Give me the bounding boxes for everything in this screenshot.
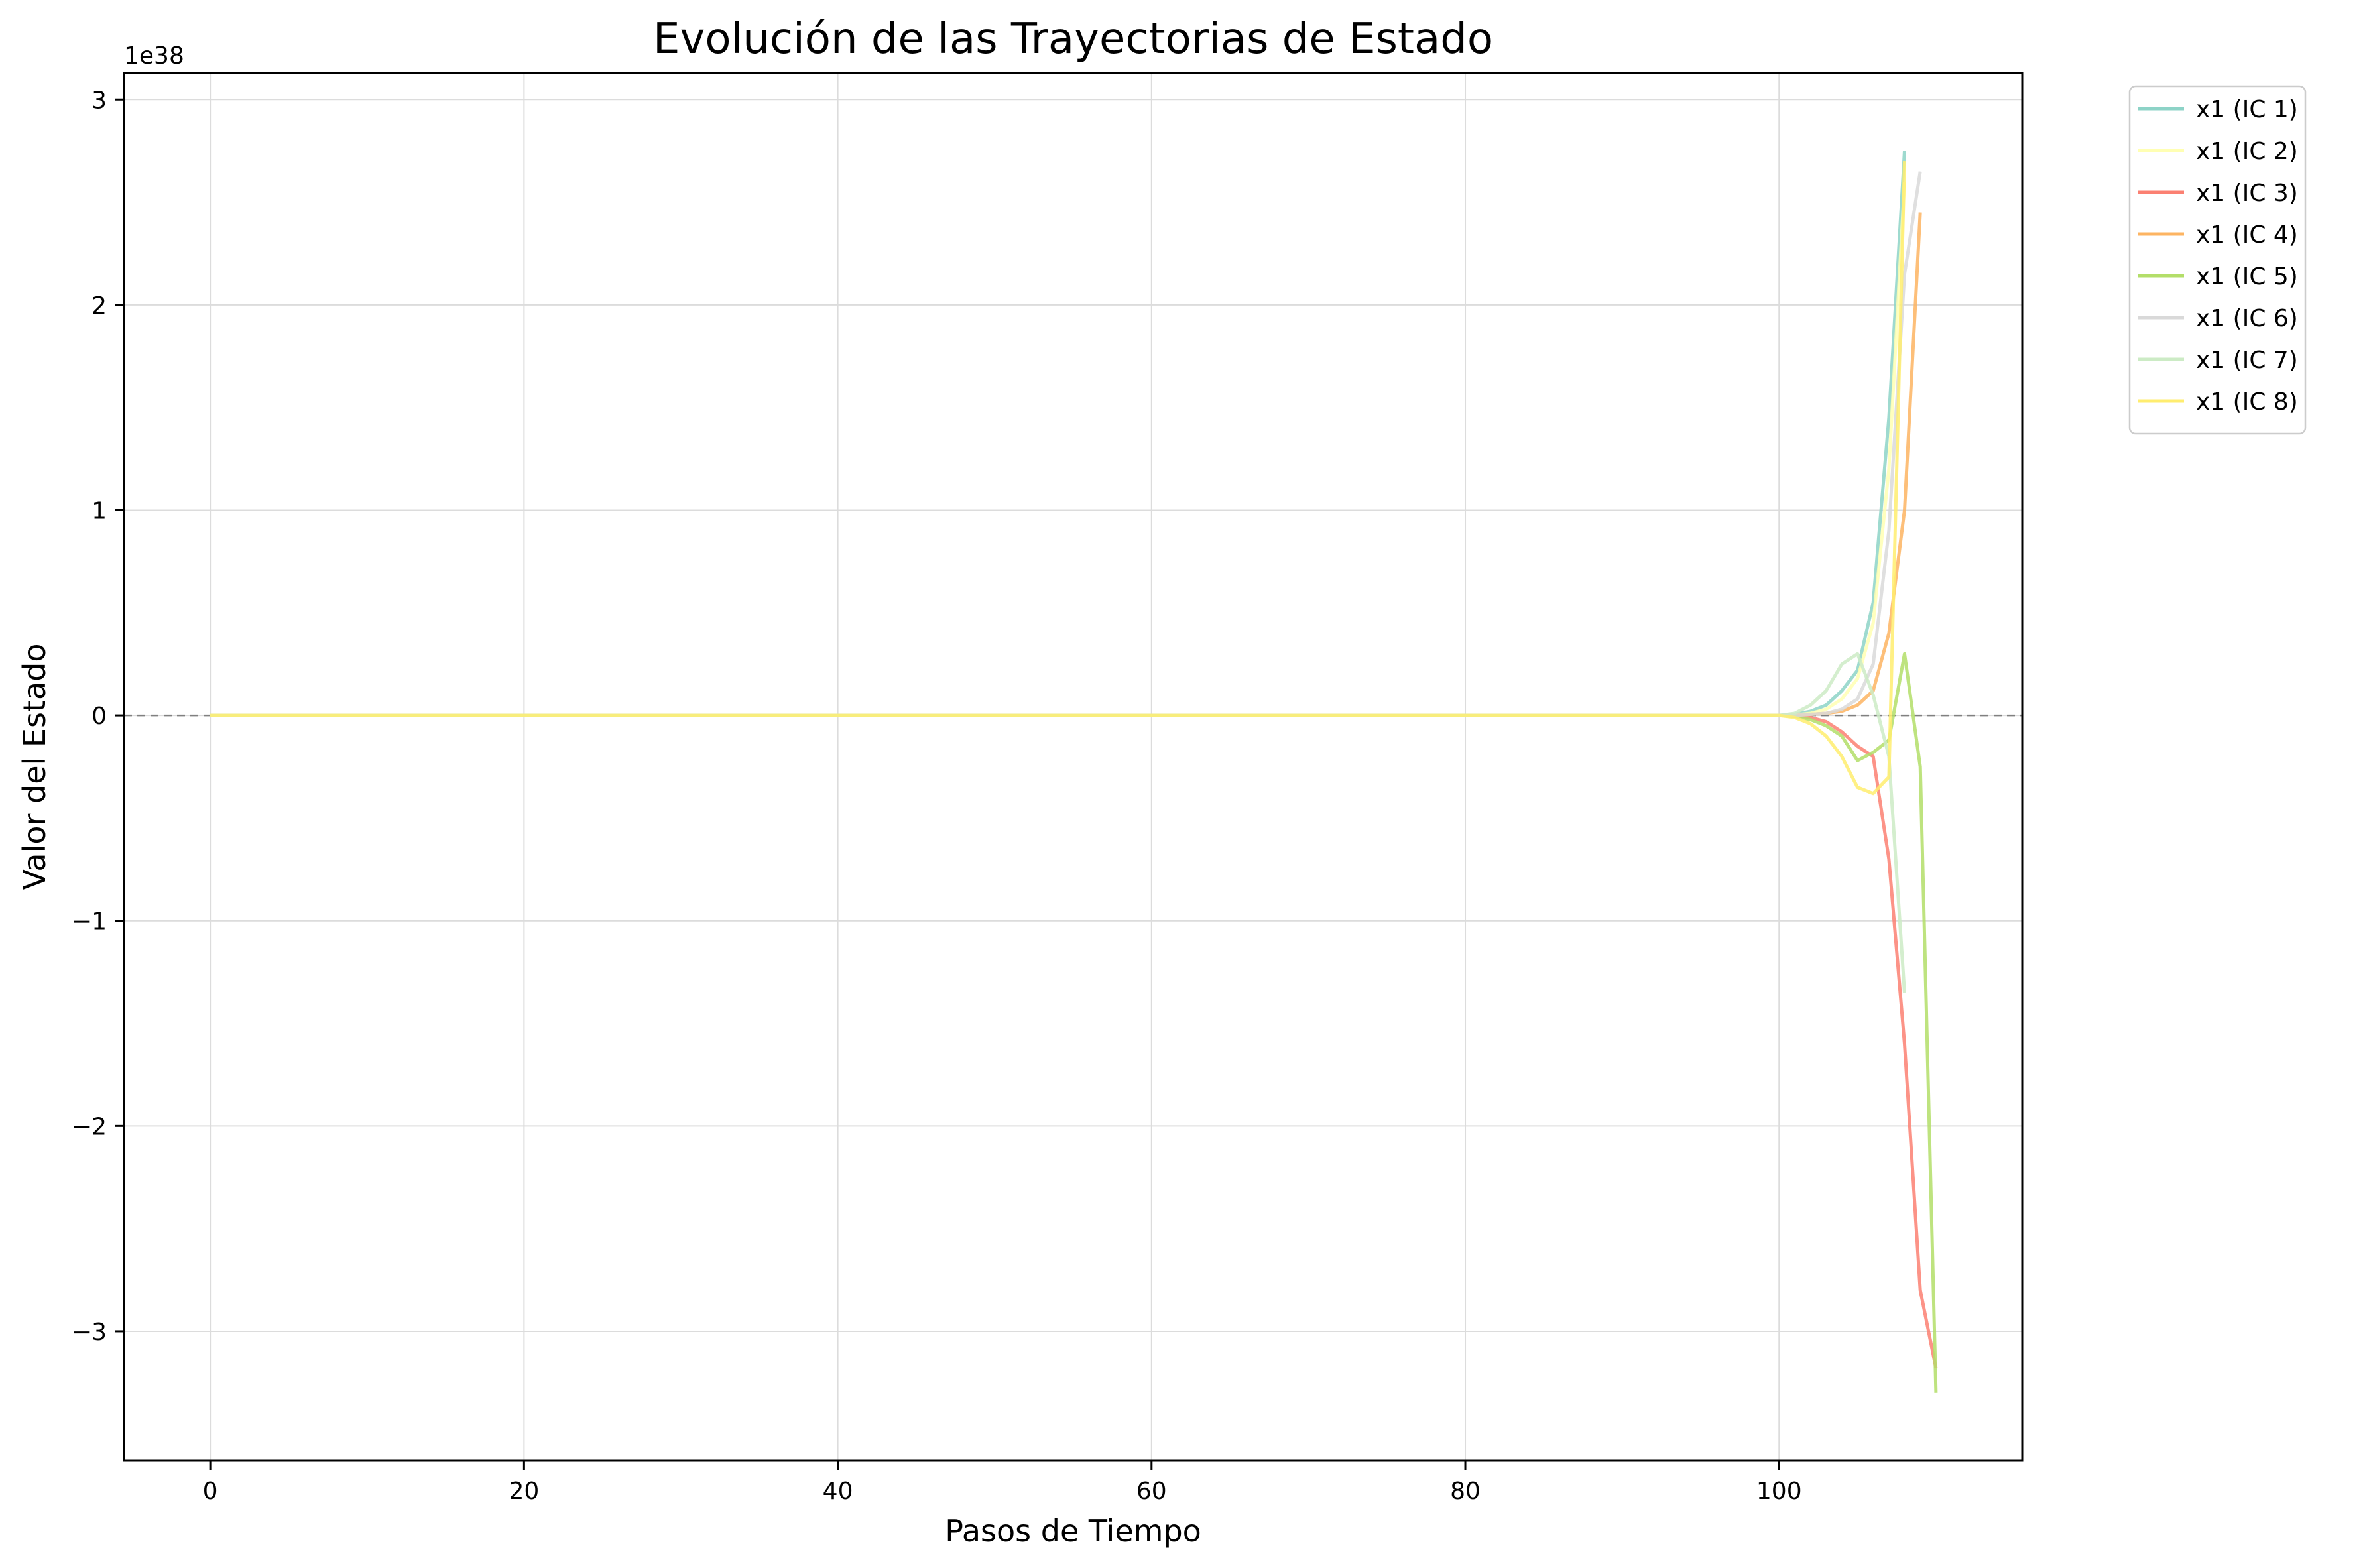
legend-entry-label: x1 (IC 2) <box>2196 138 2298 165</box>
legend-entry-label: x1 (IC 3) <box>2196 180 2298 207</box>
y-tick-label: −1 <box>72 908 107 935</box>
x-tick-label: 40 <box>823 1478 853 1505</box>
y-axis-label: Valor del Estado <box>17 643 52 890</box>
y-tick-label: 0 <box>91 703 107 730</box>
series-line-ic-7 <box>210 652 1906 993</box>
y-tick-label: 2 <box>91 292 107 320</box>
legend: x1 (IC 1) x1 (IC 2) x1 (IC 3) x1 (IC 4) x1 (… <box>2128 85 2307 435</box>
legend-entry-label: x1 (IC 7) <box>2196 347 2298 374</box>
legend-entry-label: x1 (IC 1) <box>2196 96 2298 123</box>
series-lines <box>210 151 1938 1393</box>
y-tick-label: 1 <box>91 497 107 524</box>
x-tick-label: 60 <box>1136 1478 1167 1505</box>
x-tick-label: 0 <box>203 1478 218 1505</box>
y-tick-label: 3 <box>91 87 107 114</box>
legend-box <box>2128 85 2307 435</box>
chart-title: Evolución de las Trayectorias de Estado <box>653 15 1493 64</box>
legend-entry-label: x1 (IC 8) <box>2196 389 2298 416</box>
y-tick-label: −2 <box>72 1113 107 1140</box>
x-tick-label: 80 <box>1450 1478 1481 1505</box>
y-tick-label: −3 <box>72 1319 107 1346</box>
plot-area-frame <box>123 72 2024 1462</box>
legend-entry-label: x1 (IC 4) <box>2196 221 2298 249</box>
x-tick-label: 100 <box>1756 1478 1802 1505</box>
legend-entry-label: x1 (IC 6) <box>2196 305 2298 332</box>
x-tick-label: 20 <box>509 1478 539 1505</box>
x-axis-ticks: 0 20 40 60 80 100 <box>203 1461 1802 1505</box>
y-axis-multiplier: 1e38 <box>124 42 184 70</box>
series-line-ic-8 <box>210 161 1906 796</box>
x-axis-label: Pasos de Tiempo <box>945 1513 1201 1549</box>
y-axis-ticks: −3 −2 −1 0 1 2 3 <box>72 87 124 1346</box>
legend-entry-label: x1 (IC 5) <box>2196 263 2298 290</box>
